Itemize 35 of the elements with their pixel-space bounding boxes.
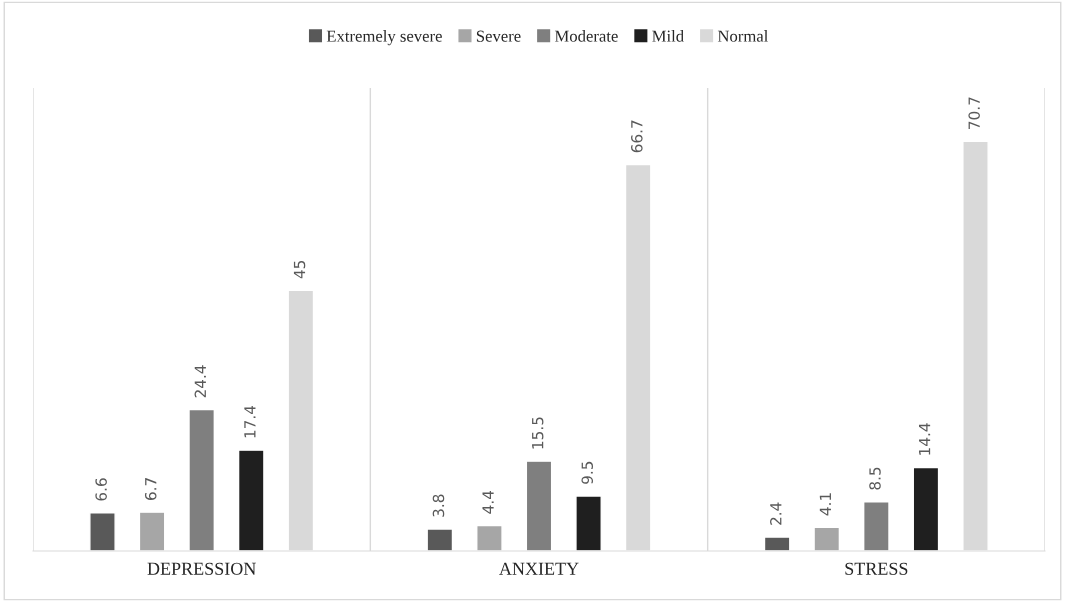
legend-label: Normal xyxy=(717,30,769,42)
legend-label: Extremely severe xyxy=(326,30,442,46)
legend-label: Severe xyxy=(476,30,521,42)
data-label: 2.4 xyxy=(770,502,782,525)
bar xyxy=(862,501,890,551)
bar xyxy=(525,460,553,551)
data-label: 6.7 xyxy=(144,478,157,500)
x-tick-label: ANXIETY xyxy=(499,562,579,575)
data-label: 70.7 xyxy=(968,97,980,129)
legend-label: Mild xyxy=(652,30,684,42)
bar xyxy=(476,524,503,551)
data-label: 9.5 xyxy=(581,461,594,484)
data-label: 4.4 xyxy=(482,490,494,514)
data-label: 8.5 xyxy=(869,467,881,490)
bar xyxy=(813,526,841,551)
data-label: 17.4 xyxy=(244,405,256,438)
bar xyxy=(89,512,116,551)
data-label: 6.6 xyxy=(95,478,107,501)
bar xyxy=(237,449,265,551)
data-label: 15.5 xyxy=(532,417,544,449)
bar xyxy=(138,511,166,551)
bar xyxy=(912,466,940,551)
data-label: 45 xyxy=(293,260,306,279)
data-label: 66.7 xyxy=(631,120,643,153)
bar xyxy=(188,408,216,551)
data-label: 4.1 xyxy=(819,493,831,516)
legend-label: Moderate xyxy=(554,30,618,42)
bar xyxy=(575,495,602,551)
bar xyxy=(763,536,791,551)
x-tick-label: DEPRESSION xyxy=(147,562,256,575)
x-tick-label: STRESS xyxy=(845,562,908,575)
bar xyxy=(426,528,454,551)
data-label: 3.8 xyxy=(432,494,445,517)
data-label: 14.4 xyxy=(919,423,931,455)
data-label: 24.4 xyxy=(194,365,206,398)
